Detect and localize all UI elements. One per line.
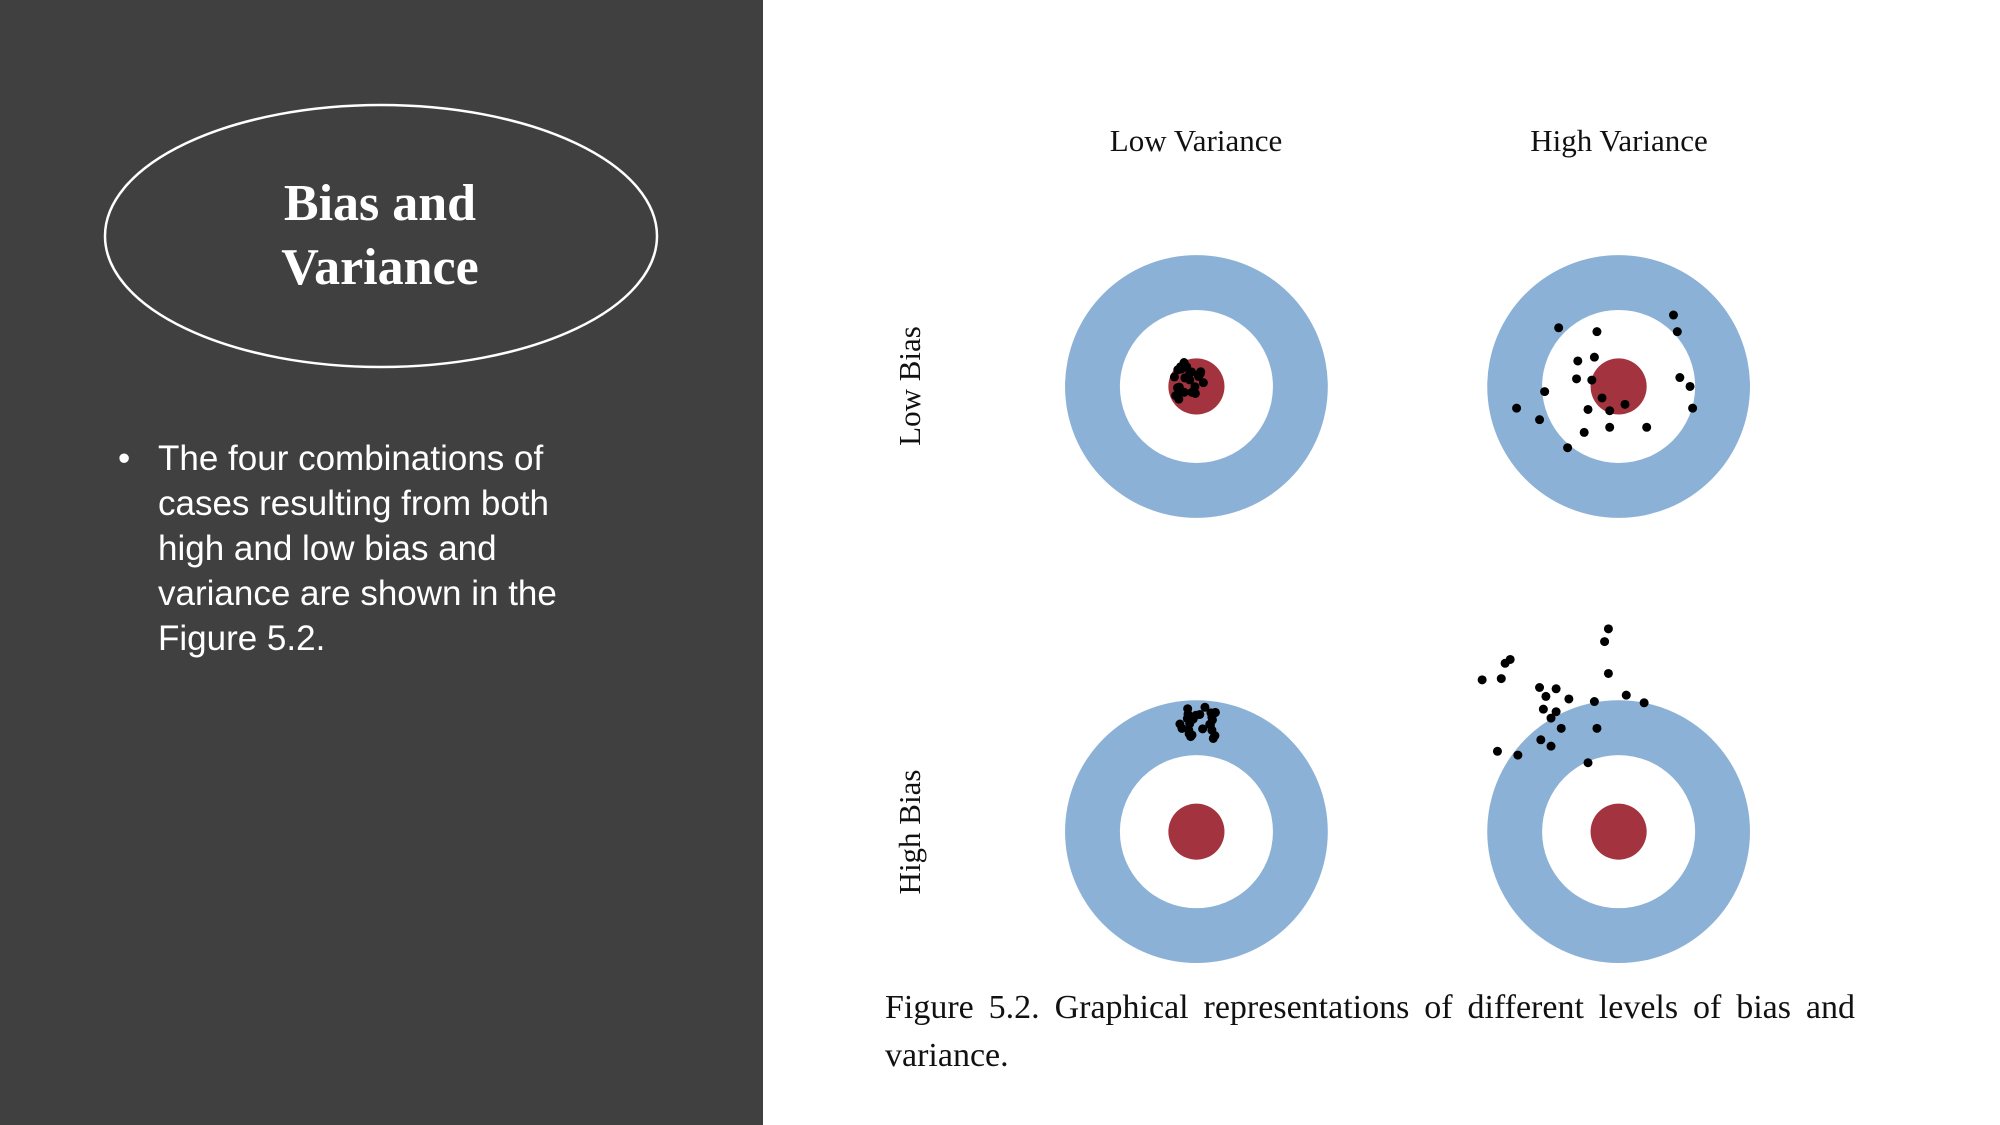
- hit-dot: [1605, 406, 1615, 416]
- slide-title: Variance: [281, 239, 479, 296]
- slide-title: Bias and: [283, 175, 477, 232]
- hit-dot: [1551, 684, 1561, 694]
- hit-dot: [1169, 372, 1179, 382]
- hit-dot: [1603, 668, 1613, 678]
- hit-dot: [1551, 707, 1561, 717]
- hit-dot: [1208, 733, 1218, 743]
- hit-dot: [1538, 704, 1548, 714]
- hit-dot: [1179, 358, 1189, 368]
- hit-dot: [1675, 373, 1685, 383]
- hit-dot: [1198, 378, 1208, 388]
- hit-dot: [1187, 730, 1197, 740]
- hit-dot: [1639, 698, 1649, 708]
- target-bullseye: [1590, 358, 1647, 415]
- hit-dot: [1496, 674, 1506, 684]
- hit-dot: [1198, 724, 1208, 734]
- hit-dot: [1592, 327, 1602, 337]
- hit-dot: [1589, 697, 1599, 707]
- figure: Low Variance High Variance Low Bias High…: [892, 123, 1750, 964]
- hit-dot: [1554, 323, 1564, 333]
- hit-dot: [1573, 356, 1583, 366]
- hit-dot: [1546, 713, 1556, 723]
- hit-dot: [1603, 624, 1613, 634]
- hit-dot: [1194, 371, 1204, 381]
- hit-dot: [1173, 365, 1183, 375]
- hit-dot: [1556, 723, 1566, 733]
- column-label: High Variance: [1530, 123, 1708, 158]
- hit-dot: [1174, 387, 1184, 397]
- hit-dot: [1600, 637, 1610, 647]
- hit-dot: [1587, 375, 1597, 385]
- row-label: Low Bias: [892, 326, 927, 446]
- hit-dot: [1185, 375, 1195, 385]
- hit-dot: [1492, 746, 1502, 756]
- hit-dot: [1685, 381, 1695, 391]
- bullet-text: The four combinations of cases resulting…: [158, 439, 557, 658]
- bullet-item: • The four combinations of cases resulti…: [118, 436, 608, 661]
- hit-dot: [1620, 399, 1630, 409]
- hit-dot: [1190, 382, 1200, 392]
- hit-dot: [1672, 327, 1682, 337]
- hit-dot: [1579, 427, 1589, 437]
- left-panel: Bias and Variance • The four combination…: [0, 0, 763, 1125]
- figure-caption: Figure 5.2. Graphical representations of…: [885, 989, 1855, 1074]
- hit-dot: [1583, 758, 1593, 768]
- hit-dot: [1668, 310, 1678, 320]
- hit-dot: [1546, 741, 1556, 751]
- target-bullseye: [1590, 803, 1647, 860]
- hit-dot: [1535, 415, 1545, 425]
- hit-dot: [1177, 723, 1187, 733]
- hit-dot: [1589, 352, 1599, 362]
- title-ellipse: [103, 103, 659, 369]
- hit-dot: [1477, 675, 1487, 685]
- hit-dot: [1210, 707, 1220, 717]
- hit-dot: [1642, 422, 1652, 432]
- hit-dot: [1688, 403, 1698, 413]
- hit-dot: [1597, 393, 1607, 403]
- hit-dot: [1572, 374, 1582, 384]
- hit-dot: [1205, 720, 1215, 730]
- hit-dot: [1500, 658, 1510, 668]
- title-ellipse-layer: [103, 103, 659, 369]
- hit-dot: [1200, 702, 1210, 712]
- hit-dot: [1621, 690, 1631, 700]
- column-label: Low Variance: [1110, 123, 1282, 158]
- hit-dot: [1513, 750, 1523, 760]
- hit-dot: [1540, 387, 1550, 397]
- hit-dot: [1592, 723, 1602, 733]
- hit-dot: [1583, 404, 1593, 414]
- hit-dot: [1187, 367, 1197, 377]
- hit-dot: [1535, 683, 1545, 692]
- hit-dot: [1536, 735, 1546, 745]
- hit-dot: [1564, 694, 1574, 704]
- hit-dot: [1541, 691, 1551, 701]
- row-label: High Bias: [892, 770, 927, 895]
- hit-dot: [1512, 403, 1522, 413]
- target-bullseye: [1168, 803, 1225, 860]
- hit-dot: [1195, 709, 1205, 719]
- hit-dot: [1605, 422, 1615, 432]
- hit-dot: [1188, 714, 1198, 724]
- hit-dot: [1563, 443, 1573, 453]
- bullet-marker: •: [118, 439, 131, 478]
